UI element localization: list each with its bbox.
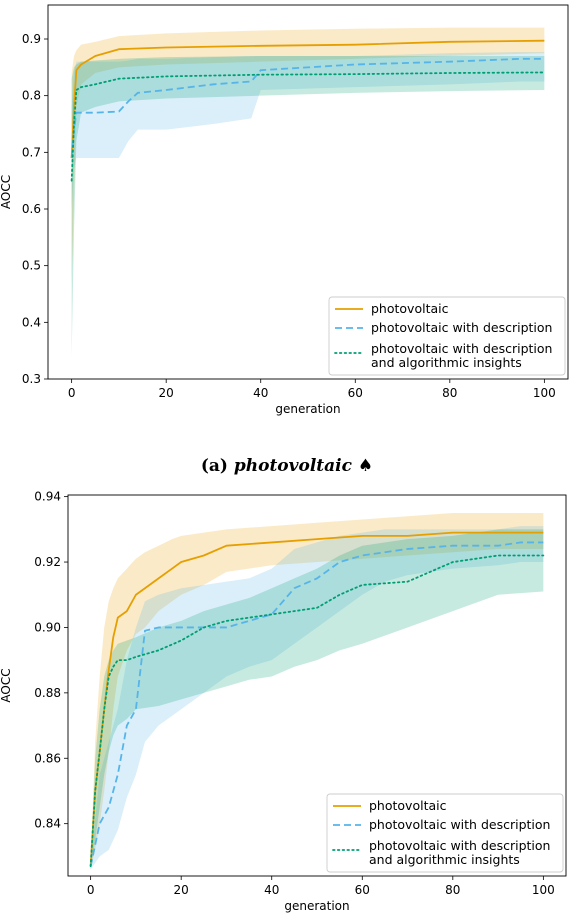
y-tick-label: 0.9 (22, 32, 41, 46)
legend-label-line: photovoltaic (371, 301, 449, 316)
confidence-band-3 (71, 56, 545, 357)
y-tick-label: 0.86 (34, 751, 61, 765)
caption-name: photovoltaic (233, 456, 352, 476)
y-tick-label: 0.4 (22, 315, 41, 329)
legend-label-line: photovoltaic with description (369, 817, 550, 832)
x-axis-title: generation (275, 402, 340, 416)
y-axis-title: AOCC (0, 668, 13, 702)
x-axis-title: generation (284, 899, 349, 913)
y-tick-label: 0.5 (22, 259, 41, 273)
legend-label-1: photovoltaic (371, 301, 449, 316)
x-tick-label: 20 (174, 883, 189, 897)
y-tick-label: 0.94 (34, 490, 61, 504)
legend-label-1: photovoltaic (369, 798, 447, 813)
plot-frame (47, 4, 569, 380)
x-tick-label: 100 (532, 883, 555, 897)
y-tick-label: 0.8 (22, 89, 41, 103)
confidence-band-1 (71, 27, 545, 283)
series-line-2 (89, 541, 544, 867)
legend-label-line: photovoltaic with description (369, 838, 550, 853)
x-tick-label: 60 (348, 386, 363, 400)
legend: photovoltaic photovoltaic with descriptio… (328, 296, 566, 376)
x-tick-label: 40 (253, 386, 268, 400)
series-line-2 (70, 57, 545, 159)
x-tick-label: 20 (159, 386, 174, 400)
x-tick-label: 40 (264, 883, 279, 897)
legend-label-2: photovoltaic with description (371, 320, 552, 335)
figure-caption: (a) photovoltaic ♠ (0, 456, 574, 476)
legend-box (326, 793, 564, 873)
legend-label-3: photovoltaic with description and algorit… (371, 341, 552, 370)
y-tick-label: 0.88 (34, 686, 61, 700)
legend-label-line: photovoltaic with description (371, 341, 552, 356)
x-tick-label: 0 (68, 386, 76, 400)
chart-2: 0 20 40 60 80 100 0.84 0.86 0.88 0.90 0.92 0.94 gene… (0, 490, 567, 913)
legend-label-3: photovoltaic with description and algorit… (369, 838, 550, 867)
legend-label-line: and algorithmic insights (369, 852, 520, 867)
plot-frame (67, 494, 567, 877)
legend-label-2: photovoltaic with description (369, 817, 550, 832)
series-line-3 (70, 71, 546, 182)
x-tick-label: 100 (533, 386, 556, 400)
series-line-1 (70, 39, 545, 159)
y-tick-label: 0.84 (34, 817, 61, 831)
x-tick-label: 60 (355, 883, 370, 897)
y-axis-title: AOCC (0, 175, 13, 209)
confidence-band-3 (90, 529, 544, 870)
confidence-band-2 (90, 526, 544, 870)
y-tick-label: 0.90 (34, 620, 61, 634)
y-tick-label: 0.6 (22, 202, 41, 216)
legend-label-line: photovoltaic with description (371, 320, 552, 335)
y-tick-label: 0.3 (22, 372, 41, 386)
x-tick-label: 0 (87, 883, 95, 897)
legend-label-line: and algorithmic insights (371, 355, 522, 370)
legend-label-line: photovoltaic (369, 798, 447, 813)
legend: photovoltaic photovoltaic with descriptio… (326, 793, 564, 873)
y-tick-label: 0.92 (34, 555, 61, 569)
y-tick-label: 0.7 (22, 145, 41, 159)
x-tick-label: 80 (442, 386, 457, 400)
x-tick-label: 80 (445, 883, 460, 897)
series-line-3 (89, 554, 545, 868)
confidence-band-1 (90, 512, 544, 870)
legend-box (328, 296, 566, 376)
caption-label: (a) (200, 456, 228, 476)
chart-1: 0 20 40 60 80 100 0.3 0.4 0.5 0.6 0.7 0.8 0.9 generat… (0, 4, 569, 416)
confidence-band-2 (71, 52, 545, 209)
spade-icon: ♠ (357, 456, 374, 476)
